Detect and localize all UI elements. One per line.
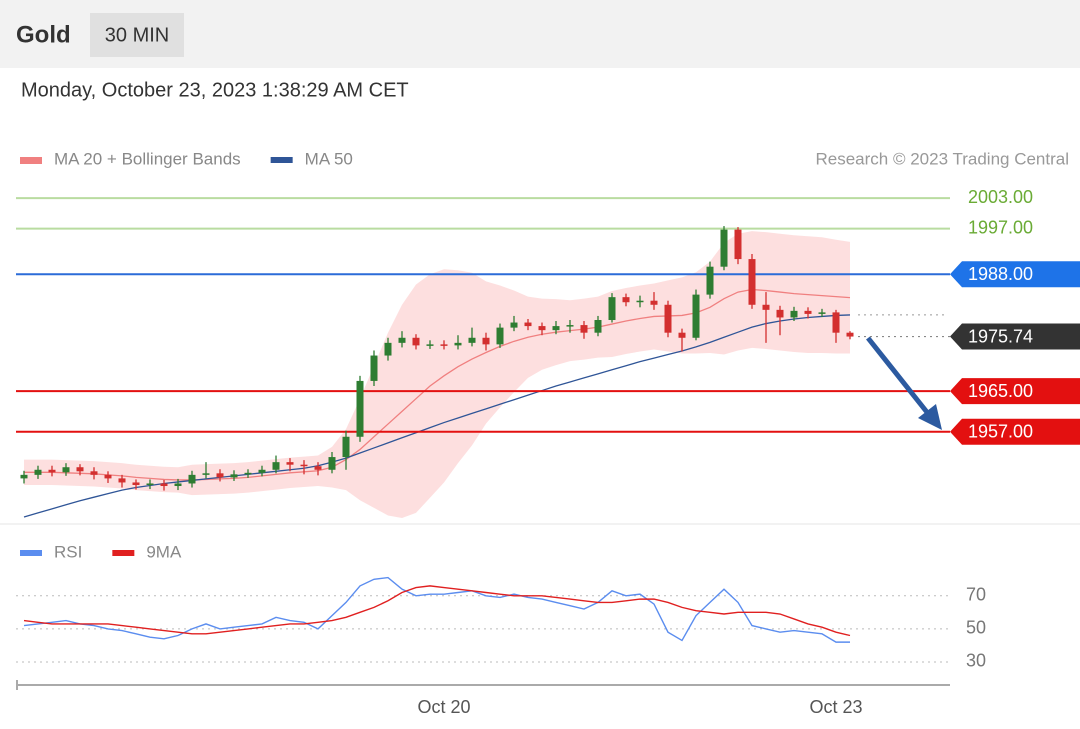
candle-body: [804, 310, 812, 314]
level-label: 1997.00: [968, 217, 1033, 237]
candle-body: [524, 322, 532, 327]
candle-body: [104, 474, 112, 479]
candle-body: [174, 483, 182, 487]
candle-body: [286, 462, 294, 465]
y-tick-label: 30: [966, 651, 986, 671]
level-box: [950, 261, 1080, 288]
level-label: 1988.00: [968, 264, 1033, 284]
candle-body: [216, 473, 224, 478]
candle-body: [300, 464, 308, 467]
level-label: 1975.74: [968, 326, 1033, 346]
candle-body: [608, 297, 616, 320]
candle-body: [482, 337, 490, 345]
moving-average: [24, 288, 851, 481]
candle-body: [762, 304, 770, 310]
legend-swatch: [270, 157, 293, 163]
level-label: 1965.00: [968, 381, 1033, 401]
level-box: [950, 418, 1080, 445]
candle-body: [552, 326, 560, 331]
candle-body: [496, 327, 504, 345]
legend-label: RSI: [54, 542, 82, 561]
candle-body: [832, 312, 840, 333]
candle-body: [90, 471, 98, 475]
level-label: 1957.00: [968, 421, 1033, 441]
candle-body: [510, 322, 518, 328]
legend-swatch: [20, 157, 42, 164]
y-tick-label: 70: [966, 585, 986, 605]
candle-body: [202, 473, 210, 475]
forecast-arrow: [866, 336, 932, 418]
candle-body: [734, 229, 742, 260]
candle-body: [776, 309, 784, 318]
candle-body: [664, 304, 672, 333]
plot: 2003.00 1997.00 1988.00 1975.74 1965.00 1957.…: [16, 149, 1080, 717]
candle-body: [580, 325, 588, 333]
candle-body: [818, 312, 826, 314]
candle-body: [34, 469, 42, 475]
candle-body: [468, 337, 476, 343]
candle-body: [678, 332, 686, 338]
candle-body: [846, 332, 854, 337]
credit: Research © 2023 Trading Central: [816, 149, 1070, 168]
candle-body: [118, 478, 126, 483]
x-tick-label: Oct 23: [809, 697, 862, 717]
bollinger-band: [24, 231, 850, 518]
candle-body: [314, 466, 322, 470]
forecast-arrowhead: [918, 404, 942, 430]
candle-body: [636, 300, 644, 303]
candle-body: [244, 472, 252, 475]
candle-body: [692, 294, 700, 338]
candle-body: [398, 337, 406, 343]
instrument-title: Gold: [16, 21, 71, 48]
candle-body: [160, 483, 168, 487]
legend-swatch: [112, 550, 135, 556]
candle-body: [748, 259, 756, 305]
level-label: 2003.00: [968, 187, 1033, 207]
y-tick-label: 50: [966, 618, 986, 638]
candle-body: [188, 474, 196, 484]
candle-body: [650, 300, 658, 305]
timeframe-badge[interactable]: [90, 13, 184, 57]
candle-body: [370, 355, 378, 381]
candle-body: [622, 297, 630, 303]
x-tick-label: Oct 20: [417, 697, 470, 717]
legend-label: MA 50: [305, 149, 353, 168]
level-box: [950, 378, 1080, 405]
candle-body: [62, 467, 70, 473]
legend-label: MA 20 + Bollinger Bands: [54, 149, 241, 168]
candle-body: [454, 342, 462, 346]
timestamp: Monday, October 23, 2023 1:38:29 AM CET: [21, 79, 409, 101]
candle-body: [356, 380, 364, 437]
candle-body: [440, 344, 448, 346]
candle-body: [426, 344, 434, 346]
candle-body: [790, 310, 798, 318]
candle-body: [594, 320, 602, 333]
legend-label: 9MA: [146, 542, 182, 561]
candle-body: [132, 482, 140, 485]
candle-body: [384, 342, 392, 356]
candle-body: [538, 326, 546, 331]
candle-body: [328, 457, 336, 470]
candle-body: [258, 469, 266, 473]
candle-body: [706, 266, 714, 295]
candle-body: [76, 467, 84, 472]
candle-body: [48, 469, 56, 473]
timeframe[interactable]: 30 MIN: [105, 24, 169, 46]
candle-body: [272, 462, 280, 470]
candle-body: [230, 474, 238, 478]
line-series: [23, 576, 850, 643]
candle-body: [720, 229, 728, 267]
candle-body: [412, 337, 420, 346]
line-series: [23, 585, 851, 637]
candle-body: [20, 474, 28, 479]
level-box: [950, 323, 1080, 350]
candle-body: [146, 483, 154, 485]
candle-body: [566, 325, 574, 327]
legend-swatch: [20, 550, 42, 556]
candle-body: [342, 436, 350, 458]
